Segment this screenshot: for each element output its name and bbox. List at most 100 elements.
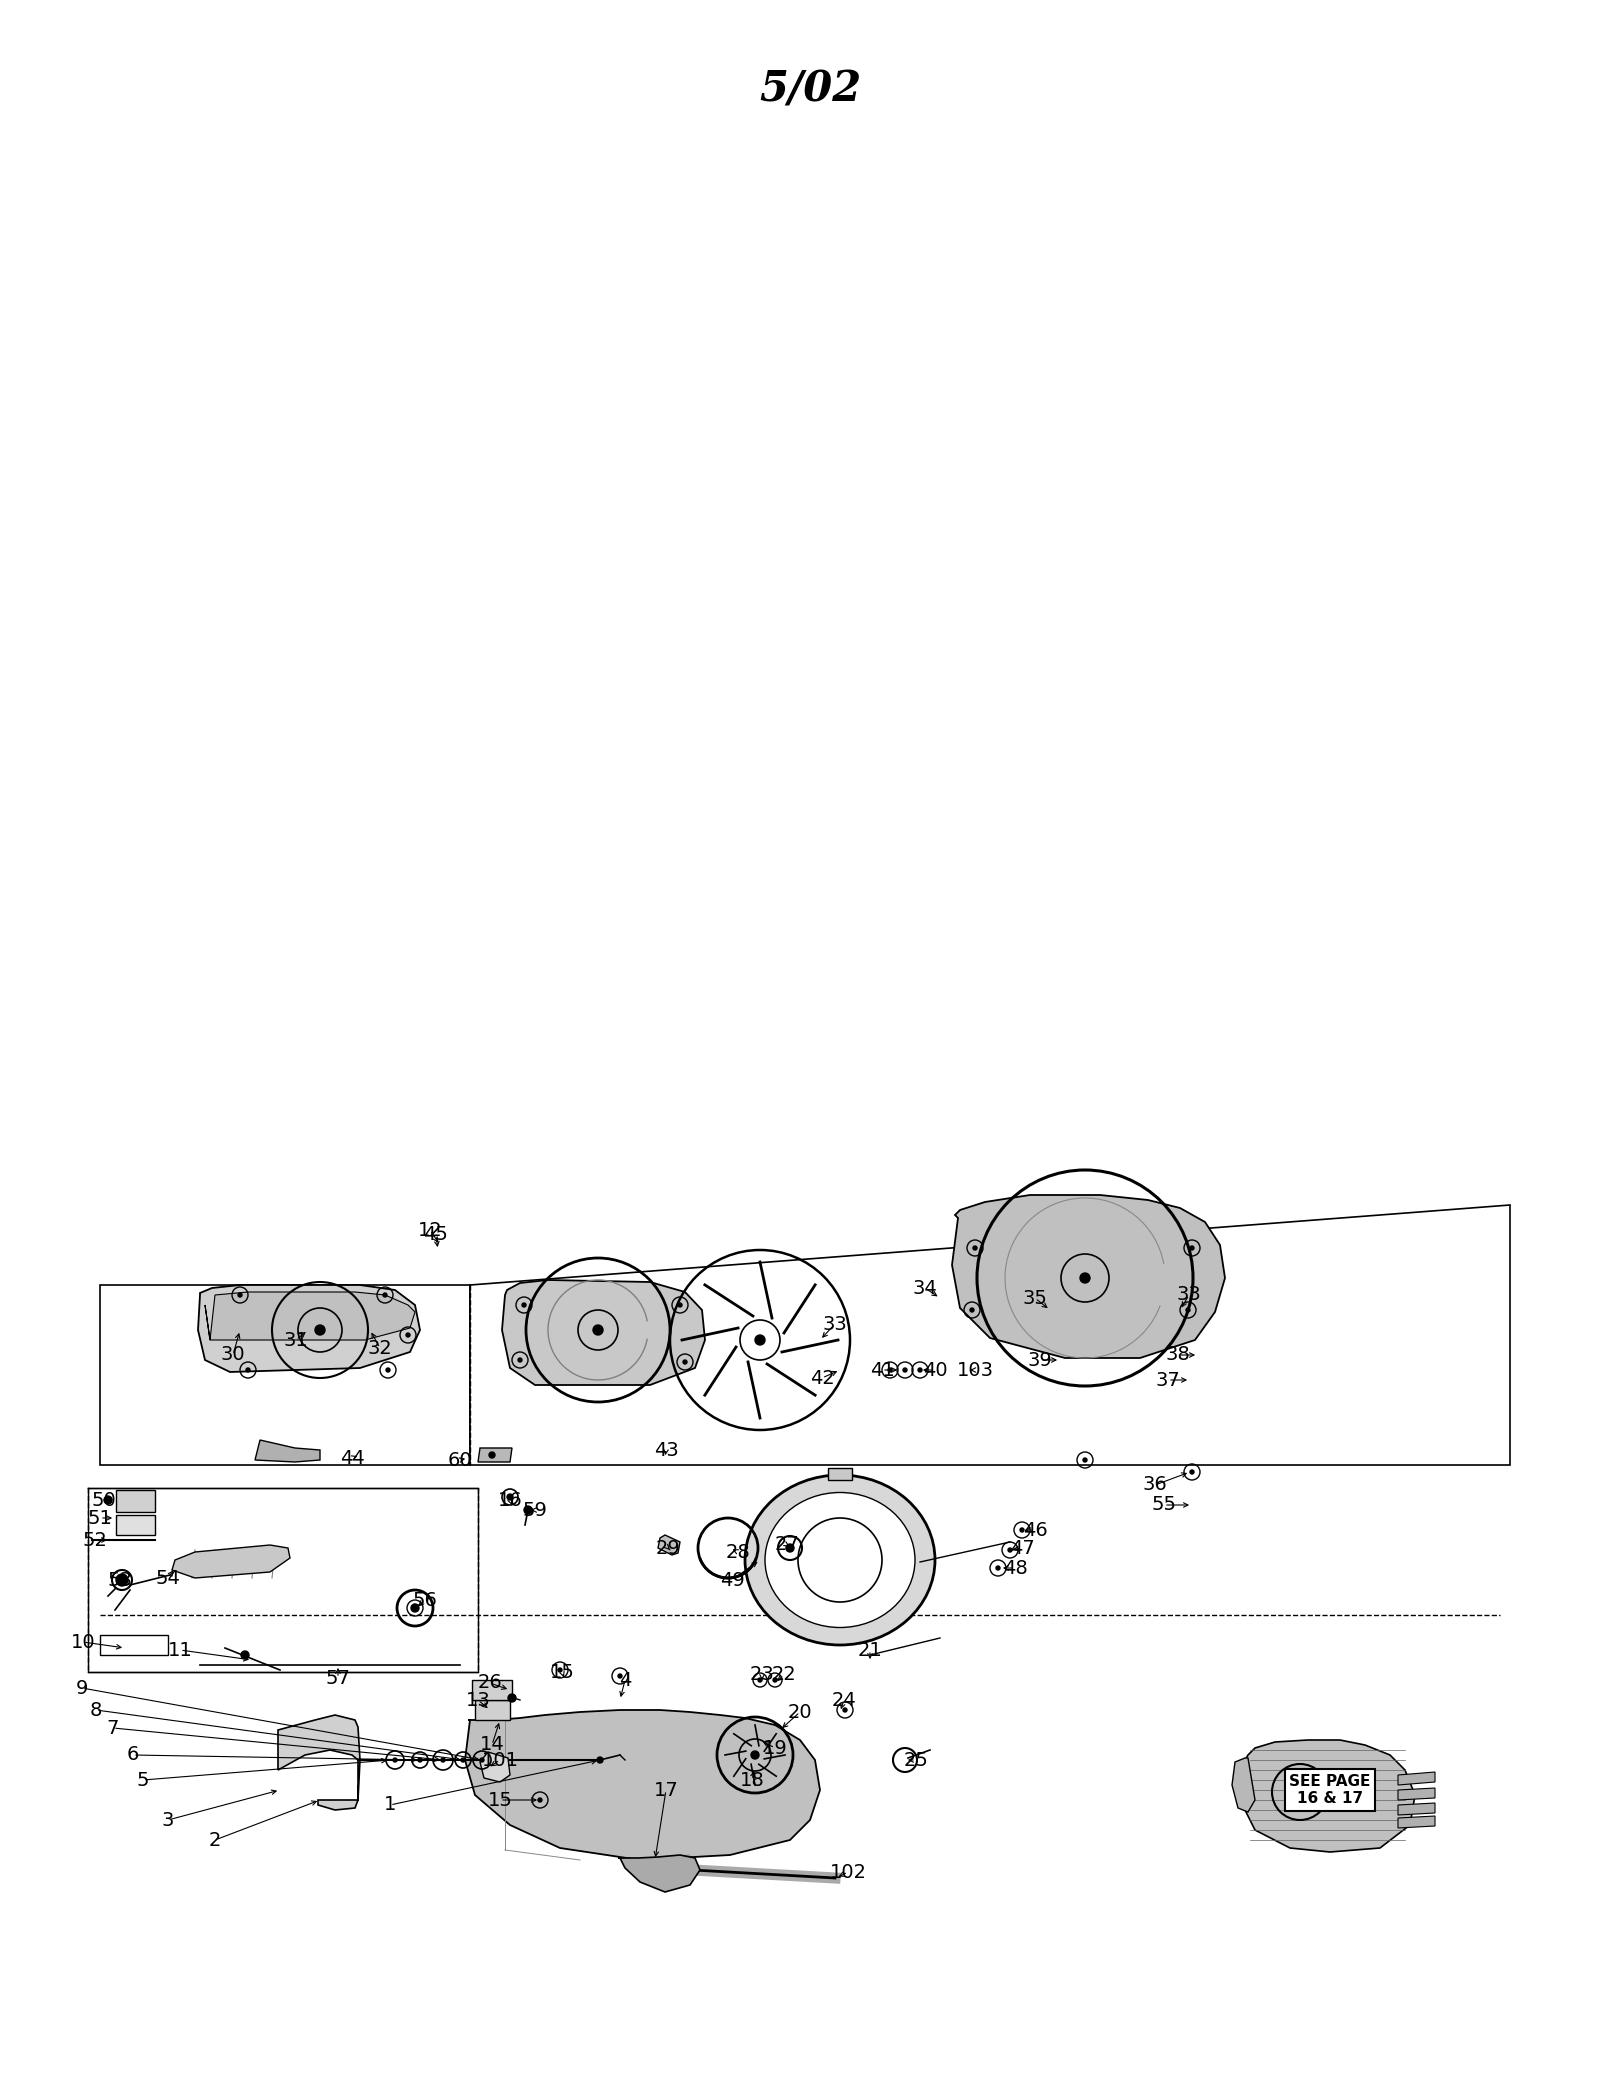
Text: 4: 4 bbox=[619, 1670, 630, 1689]
Text: 45: 45 bbox=[424, 1226, 448, 1245]
Polygon shape bbox=[470, 1206, 1510, 1465]
Circle shape bbox=[786, 1544, 794, 1552]
Text: 60: 60 bbox=[448, 1450, 472, 1469]
Text: 33: 33 bbox=[1176, 1286, 1202, 1305]
Text: 49: 49 bbox=[720, 1571, 744, 1589]
Text: 33: 33 bbox=[822, 1313, 848, 1334]
Circle shape bbox=[406, 1332, 410, 1336]
Text: 1: 1 bbox=[384, 1795, 397, 1814]
Circle shape bbox=[411, 1604, 419, 1612]
Text: 30: 30 bbox=[221, 1345, 245, 1365]
Polygon shape bbox=[1398, 1789, 1435, 1799]
Circle shape bbox=[394, 1758, 397, 1762]
Text: 53: 53 bbox=[107, 1571, 133, 1589]
Circle shape bbox=[750, 1751, 758, 1760]
Text: 19: 19 bbox=[763, 1739, 787, 1758]
Text: 31: 31 bbox=[283, 1330, 309, 1349]
Circle shape bbox=[843, 1708, 846, 1712]
Circle shape bbox=[683, 1359, 686, 1363]
Ellipse shape bbox=[765, 1492, 915, 1627]
Text: 21: 21 bbox=[858, 1641, 882, 1660]
Text: 6: 6 bbox=[126, 1745, 139, 1764]
Polygon shape bbox=[466, 1710, 819, 1859]
Circle shape bbox=[418, 1758, 422, 1762]
Circle shape bbox=[678, 1303, 682, 1307]
Circle shape bbox=[242, 1652, 250, 1660]
Polygon shape bbox=[478, 1448, 512, 1463]
Text: 12: 12 bbox=[418, 1220, 442, 1239]
Text: 20: 20 bbox=[787, 1702, 813, 1722]
Circle shape bbox=[888, 1367, 893, 1372]
Text: 59: 59 bbox=[523, 1500, 547, 1519]
Polygon shape bbox=[115, 1490, 155, 1513]
Polygon shape bbox=[115, 1515, 155, 1536]
Ellipse shape bbox=[746, 1475, 934, 1645]
Circle shape bbox=[558, 1668, 562, 1672]
Text: 101: 101 bbox=[482, 1751, 518, 1770]
Text: SEE PAGE
16 & 17: SEE PAGE 16 & 17 bbox=[1290, 1774, 1371, 1805]
Circle shape bbox=[386, 1367, 390, 1372]
Polygon shape bbox=[278, 1716, 360, 1809]
Circle shape bbox=[382, 1293, 387, 1297]
Text: 14: 14 bbox=[480, 1735, 504, 1755]
Text: 22: 22 bbox=[771, 1666, 797, 1685]
Circle shape bbox=[1008, 1548, 1013, 1552]
Text: 40: 40 bbox=[923, 1361, 947, 1380]
Circle shape bbox=[1021, 1527, 1024, 1531]
Text: 24: 24 bbox=[832, 1691, 856, 1710]
Circle shape bbox=[104, 1496, 112, 1504]
Text: 56: 56 bbox=[413, 1592, 437, 1610]
Circle shape bbox=[773, 1679, 778, 1683]
Circle shape bbox=[507, 1494, 514, 1500]
Polygon shape bbox=[1398, 1816, 1435, 1828]
Text: 13: 13 bbox=[466, 1691, 490, 1710]
Text: 15: 15 bbox=[549, 1662, 574, 1681]
Text: 51: 51 bbox=[88, 1509, 112, 1527]
Circle shape bbox=[509, 1693, 515, 1701]
Circle shape bbox=[970, 1307, 974, 1311]
Circle shape bbox=[918, 1367, 922, 1372]
Circle shape bbox=[490, 1452, 494, 1459]
Circle shape bbox=[618, 1675, 622, 1679]
Circle shape bbox=[1186, 1307, 1190, 1311]
Text: 32: 32 bbox=[368, 1338, 392, 1357]
Text: 50: 50 bbox=[91, 1490, 117, 1509]
Polygon shape bbox=[205, 1293, 414, 1340]
Text: 10: 10 bbox=[70, 1633, 96, 1652]
Circle shape bbox=[1296, 1789, 1304, 1797]
Polygon shape bbox=[173, 1546, 290, 1577]
Circle shape bbox=[480, 1758, 483, 1762]
Circle shape bbox=[461, 1758, 466, 1762]
Circle shape bbox=[902, 1367, 907, 1372]
Text: 48: 48 bbox=[1003, 1558, 1027, 1577]
Text: 46: 46 bbox=[1022, 1521, 1048, 1540]
Polygon shape bbox=[952, 1195, 1226, 1357]
Text: 103: 103 bbox=[957, 1361, 994, 1380]
Circle shape bbox=[758, 1679, 762, 1683]
Text: 25: 25 bbox=[904, 1751, 928, 1770]
Text: 42: 42 bbox=[810, 1370, 834, 1388]
Text: 36: 36 bbox=[1142, 1475, 1168, 1494]
Text: 38: 38 bbox=[1166, 1345, 1190, 1365]
Text: 16: 16 bbox=[498, 1490, 522, 1509]
Text: 18: 18 bbox=[739, 1770, 765, 1789]
Text: 44: 44 bbox=[339, 1448, 365, 1467]
Text: 15: 15 bbox=[488, 1791, 512, 1809]
Circle shape bbox=[594, 1326, 603, 1334]
Circle shape bbox=[518, 1357, 522, 1361]
Circle shape bbox=[525, 1506, 531, 1515]
Text: 52: 52 bbox=[83, 1531, 107, 1550]
Circle shape bbox=[246, 1367, 250, 1372]
Text: 5: 5 bbox=[136, 1770, 149, 1789]
Text: 28: 28 bbox=[726, 1542, 750, 1562]
Text: 9: 9 bbox=[75, 1679, 88, 1697]
Circle shape bbox=[522, 1303, 526, 1307]
Text: 39: 39 bbox=[1027, 1351, 1053, 1370]
Polygon shape bbox=[99, 1284, 470, 1465]
Polygon shape bbox=[1240, 1741, 1414, 1853]
Text: 41: 41 bbox=[870, 1361, 894, 1380]
Polygon shape bbox=[472, 1681, 512, 1699]
Text: 37: 37 bbox=[1155, 1370, 1181, 1390]
Circle shape bbox=[1190, 1469, 1194, 1473]
Text: 55: 55 bbox=[1152, 1496, 1176, 1515]
